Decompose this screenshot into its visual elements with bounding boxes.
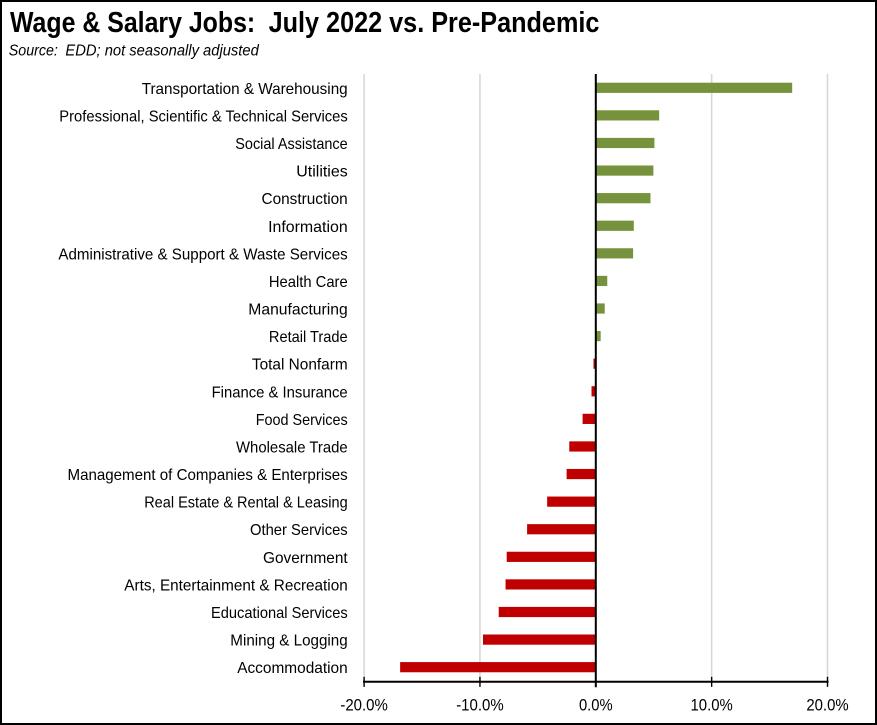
svg-text:Accommodation: Accommodation: [237, 660, 348, 677]
svg-text:Mining & Logging: Mining & Logging: [230, 633, 347, 650]
svg-text:Wholesale Trade: Wholesale Trade: [236, 439, 348, 456]
svg-text:Information: Information: [268, 219, 348, 236]
svg-text:Professional, Scientific & Tec: Professional, Scientific & Technical Ser…: [59, 108, 348, 125]
svg-text:Management of Companies & Ente: Management of Companies & Enterprises: [68, 467, 348, 484]
svg-text:Other Services: Other Services: [250, 522, 348, 539]
svg-text:Arts, Entertainment & Recreati: Arts, Entertainment & Recreation: [124, 577, 347, 594]
svg-text:Source:: Source:: [9, 43, 58, 60]
svg-text:July 2022 vs. Pre-Pandemic: July 2022 vs. Pre-Pandemic: [269, 6, 600, 38]
svg-text:10.0%: 10.0%: [691, 696, 733, 715]
svg-text:Transportation & Warehousing: Transportation & Warehousing: [142, 81, 348, 98]
svg-text:0.0%: 0.0%: [579, 696, 613, 715]
svg-text:-20.0%: -20.0%: [340, 696, 388, 715]
svg-text:Retail Trade: Retail Trade: [269, 329, 348, 346]
svg-text:20.0%: 20.0%: [806, 696, 848, 715]
svg-text:Wage & Salary Jobs:: Wage & Salary Jobs:: [10, 6, 255, 38]
svg-text:Food Services: Food Services: [256, 412, 348, 429]
svg-text:Construction: Construction: [262, 191, 348, 208]
svg-text:Total Nonfarm: Total Nonfarm: [252, 357, 348, 374]
svg-text:Administrative & Support & Was: Administrative & Support & Waste Service…: [58, 246, 347, 263]
svg-text:Utilities: Utilities: [296, 164, 348, 181]
svg-text:Manufacturing: Manufacturing: [248, 302, 347, 319]
svg-text:Health Care: Health Care: [269, 274, 348, 291]
svg-text:EDD; not seasonally adjusted: EDD; not seasonally adjusted: [65, 43, 260, 60]
svg-text:Real Estate & Rental & Leasing: Real Estate & Rental & Leasing: [144, 495, 348, 512]
svg-text:-10.0%: -10.0%: [456, 696, 504, 715]
svg-text:Finance & Insurance: Finance & Insurance: [212, 384, 348, 401]
svg-text:Educational Services: Educational Services: [211, 605, 348, 622]
svg-text:Government: Government: [263, 550, 348, 567]
svg-text:Social Assistance: Social Assistance: [235, 136, 347, 153]
